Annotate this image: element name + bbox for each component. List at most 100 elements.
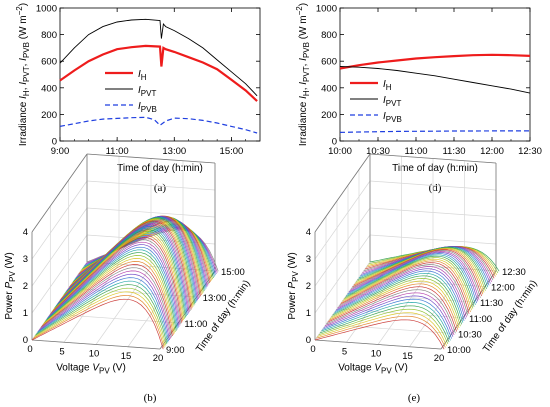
- panel-label: (b): [144, 392, 157, 404]
- legend-label: IPVT: [383, 95, 401, 108]
- plot-frame: [59, 7, 261, 142]
- grid-line: [314, 180, 371, 260]
- iv-curve: [316, 315, 446, 348]
- x-tick-label: 12:30: [518, 146, 542, 157]
- iv-curve: [323, 295, 454, 337]
- iv-curve: [44, 252, 177, 331]
- y-tick-label: 800: [41, 30, 57, 41]
- line-chart-d: 0 200 400 600 800 1000 10:00 10:30 11:00 11:30 12:…: [295, 3, 542, 194]
- time-tick-label: 15:00: [221, 267, 245, 278]
- power-tick-label: 4: [23, 227, 28, 238]
- iv-curve: [31, 298, 164, 350]
- voltage-tick-label: 5: [59, 346, 64, 357]
- legend-label: IPVT: [138, 85, 156, 98]
- iv-curve: [53, 231, 185, 319]
- iv-curve: [55, 226, 188, 315]
- iv-curve: [34, 287, 167, 346]
- iv-curve: [35, 284, 168, 344]
- time-tick-label: 12:30: [502, 267, 526, 278]
- voltage-axis-label: Voltage VPV (V): [338, 363, 408, 376]
- iv-curve: [318, 308, 449, 345]
- iv-curve: [42, 258, 175, 334]
- x-tick-label: 10:00: [328, 146, 352, 157]
- panel-label: (e): [408, 392, 421, 404]
- time-tick-label: 11:30: [480, 298, 503, 309]
- iv-curve: [33, 291, 166, 347]
- series-line-h: [339, 53, 531, 70]
- voltage-tick-label: 0: [310, 344, 315, 355]
- iv-curve: [319, 305, 450, 343]
- y-tick-label: 600: [41, 57, 57, 68]
- iv-curve: [37, 277, 170, 342]
- iv-curve: [326, 289, 456, 334]
- iv-curve: [36, 280, 169, 343]
- iv-curve: [347, 253, 477, 304]
- iv-curve: [332, 275, 462, 325]
- iv-curve: [46, 246, 179, 329]
- voltage-tick-label: 10: [371, 349, 382, 360]
- y-tick-label: 200: [41, 110, 57, 121]
- time-tick-label: 10:00: [447, 345, 471, 356]
- voltage-tick-label: 20: [434, 353, 445, 364]
- panel-label: (d): [429, 182, 442, 194]
- voltage-tick-label: 20: [153, 353, 164, 364]
- iv-curve: [349, 251, 480, 300]
- axis-edge: [31, 153, 88, 233]
- iv-curve: [321, 302, 451, 341]
- x-tick-label: 13:00: [162, 146, 186, 157]
- power-tick-label: 4: [306, 227, 311, 238]
- series-line-pvt: [339, 66, 531, 94]
- iv-curve: [337, 266, 467, 318]
- iv-curve: [49, 239, 182, 325]
- y-tick-label: 1000: [316, 4, 337, 15]
- iv-curve: [339, 262, 470, 314]
- time-tick-label: 11:00: [184, 319, 207, 330]
- axis-edge: [314, 339, 442, 350]
- x-tick-label: 12:00: [480, 146, 504, 157]
- y-tick-label: 0: [332, 137, 337, 148]
- iv-curve: [353, 248, 484, 295]
- iv-curve: [317, 312, 447, 346]
- axis-edge: [31, 339, 161, 350]
- iv-curve: [352, 249, 482, 297]
- series-line-pvb: [59, 116, 258, 134]
- voltage-axis-label: Voltage VPV (V): [56, 363, 126, 376]
- iv-curve: [344, 255, 475, 307]
- time-tick-label: 12:00: [491, 283, 515, 294]
- line-chart-a: 0 200 400 600 800 1000 9:00 11:00 13:00 15:00 IH IP…: [15, 3, 261, 194]
- iv-curve: [342, 258, 472, 311]
- y-tick-label: 800: [321, 30, 337, 41]
- series-line-h: [59, 44, 258, 102]
- iv-curve: [43, 255, 176, 333]
- iv-curve: [38, 273, 171, 341]
- power-tick-label: 2: [306, 281, 311, 292]
- power-tick-label: 0: [23, 335, 28, 346]
- iv-curve: [322, 298, 452, 339]
- power-tick-label: 1: [23, 308, 28, 319]
- iv-curve: [348, 252, 479, 302]
- iv-curve: [334, 270, 465, 322]
- grid-line: [325, 324, 453, 334]
- power-axis-label: Power PPV (W): [4, 252, 17, 319]
- grid-line: [314, 207, 371, 287]
- legend-label: IPVB: [383, 111, 402, 124]
- time-tick-label: 10:30: [458, 329, 482, 340]
- power-tick-label: 1: [306, 308, 311, 319]
- iv-curve: [328, 283, 459, 330]
- legend-label: IH: [383, 79, 392, 92]
- power-tick-label: 3: [23, 254, 28, 265]
- iv-curve: [329, 280, 460, 329]
- iv-curve: [331, 278, 461, 327]
- iv-curve: [346, 254, 476, 306]
- iv-curve: [327, 286, 457, 332]
- iv-curve: [336, 268, 466, 320]
- y-tick-label: 200: [321, 110, 337, 121]
- iv-curve: [47, 244, 180, 327]
- y-tick-label: 1000: [36, 4, 57, 15]
- surface-chart-e: 0 5 10 15 20 0 1 2 3 4 10:00 10:30 11:00 11:30 12:00 12…: [287, 153, 540, 404]
- voltage-tick-label: 5: [342, 346, 347, 357]
- x-tick-label: 9:00: [51, 146, 70, 157]
- series-line-pvb: [339, 130, 530, 133]
- y-tick-label: 400: [41, 83, 57, 94]
- plot-frame: [339, 7, 531, 142]
